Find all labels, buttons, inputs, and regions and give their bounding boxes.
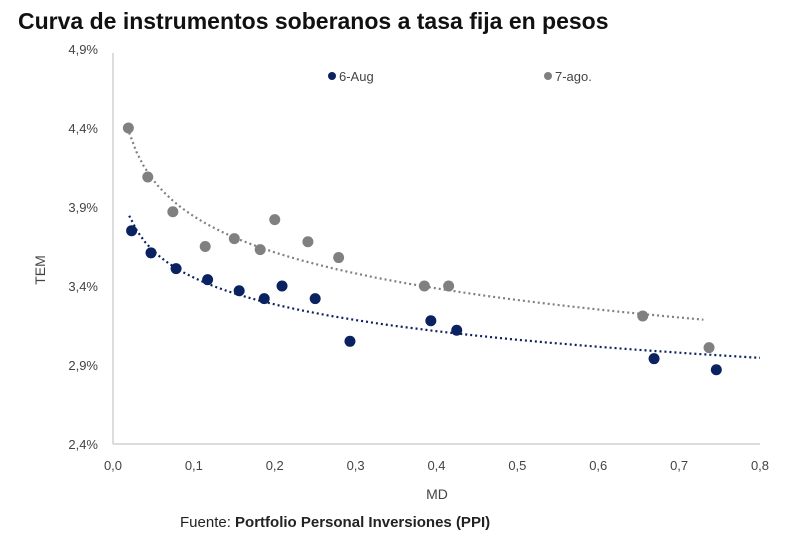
data-point-series-1	[269, 214, 281, 226]
source-note: Fuente: Portfolio Personal Inversiones (…	[180, 514, 490, 531]
y-tick-label: 3,9%	[68, 200, 98, 215]
data-point-series-1	[333, 252, 345, 264]
data-point-series-1	[142, 171, 154, 183]
x-tick-label: 0,0	[104, 458, 122, 473]
chart-title: Curva de instrumentos soberanos a tasa f…	[18, 8, 609, 34]
y-tick-label: 2,9%	[68, 358, 98, 373]
data-point-series-0	[451, 324, 463, 336]
data-point-series-0	[276, 280, 288, 292]
data-point-series-1	[228, 233, 240, 245]
source-value: Portfolio Personal Inversiones (PPI)	[235, 514, 491, 531]
data-point-series-0	[425, 315, 437, 327]
x-tick-label: 0,4	[427, 458, 445, 473]
data-point-series-1	[637, 310, 649, 322]
data-point-series-0	[170, 263, 182, 275]
data-point-series-1	[418, 280, 430, 292]
x-tick-label: 0,2	[266, 458, 284, 473]
y-axis-label: TEM	[32, 255, 48, 285]
legend-label-0: 6-Aug	[339, 69, 374, 84]
data-point-series-0	[258, 293, 270, 305]
x-tick-label: 0,5	[508, 458, 526, 473]
trendline-1	[128, 132, 704, 321]
data-point-series-1	[302, 236, 314, 248]
x-tick-label: 0,7	[670, 458, 688, 473]
x-tick-label: 0,1	[185, 458, 203, 473]
data-point-series-0	[648, 353, 660, 365]
data-point-series-1	[443, 280, 455, 292]
y-tick-label: 2,4%	[68, 437, 98, 452]
data-point-series-0	[202, 274, 214, 286]
source-label: Fuente:	[180, 514, 231, 531]
legend-marker-1	[544, 72, 552, 80]
y-tick-label: 3,4%	[68, 279, 98, 294]
data-point-series-1	[254, 244, 266, 256]
x-axis-label: MD	[426, 486, 448, 502]
x-tick-label: 0,3	[347, 458, 365, 473]
data-point-series-1	[703, 342, 715, 354]
data-point-series-0	[145, 247, 157, 259]
data-point-series-1	[167, 206, 179, 218]
legend-label-1: 7-ago.	[555, 69, 592, 84]
data-point-series-0	[309, 293, 321, 305]
data-point-series-0	[233, 285, 245, 297]
data-point-series-1	[199, 241, 211, 252]
data-point-series-1	[122, 122, 134, 134]
x-tick-label: 0,6	[589, 458, 607, 473]
y-tick-label: 4,4%	[68, 121, 98, 136]
y-tick-label: 4,9%	[68, 42, 98, 57]
data-point-series-0	[344, 335, 356, 347]
x-tick-label: 0,8	[751, 458, 769, 473]
data-point-series-0	[710, 364, 722, 376]
legend-marker-0	[328, 72, 336, 80]
data-point-series-0	[126, 225, 138, 237]
